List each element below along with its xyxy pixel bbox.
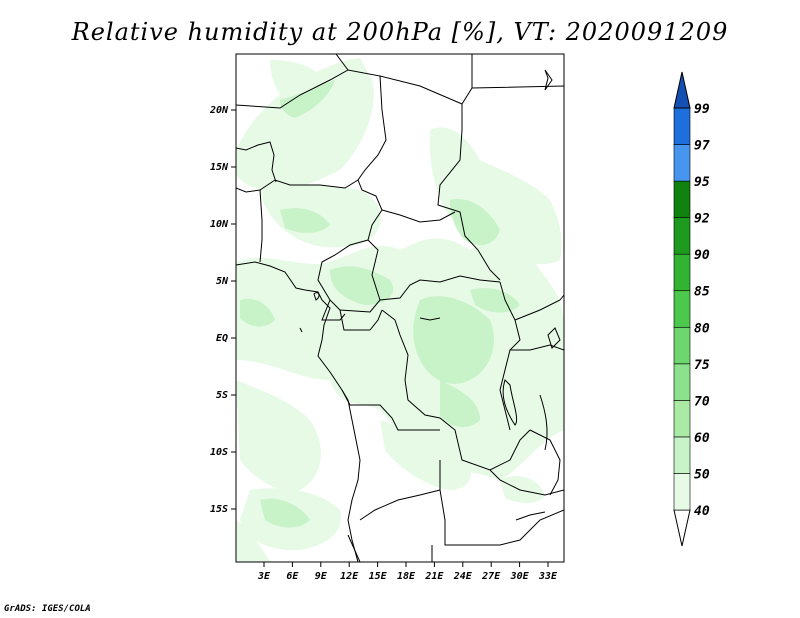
lon-tick-label: 21E (424, 571, 444, 582)
colorbar-level-label: 70 (694, 394, 710, 409)
lon-tick-label: 9E (315, 571, 328, 582)
lat-tick-label: 5S (216, 390, 228, 401)
longitude-axis: 3E 6E 9E 12E 15E 18E 21E 24E 27E 30E 33E (257, 562, 558, 582)
colorbar-band (673, 290, 691, 328)
colorbar-band (673, 400, 691, 438)
colorbar-band (673, 107, 691, 145)
colorbar-min-triangle (673, 509, 691, 547)
colorbar-max-triangle (673, 71, 691, 109)
colorbar-level-label: 60 (694, 431, 710, 446)
lat-tick-label: 15S (210, 504, 228, 515)
colorbar-band (673, 144, 691, 182)
colorbar-band (673, 436, 691, 474)
lon-tick-label: 6E (286, 571, 299, 582)
lon-tick-label: 15E (369, 571, 388, 582)
grads-credit: GrADS: IGES/COLA (4, 604, 91, 614)
colorbar: 40 50 60 70 75 80 85 90 92 95 97 99 (673, 71, 710, 547)
lon-tick-label: 24E (453, 571, 473, 582)
lat-tick-label: 20N (209, 105, 229, 116)
lon-tick-label: 18E (397, 571, 416, 582)
lon-tick-label: 30E (510, 571, 530, 582)
latitude-axis: 20N 15N 10N 5N EQ 5S 10S 15S (209, 105, 236, 515)
colorbar-level-label: 75 (694, 358, 710, 373)
lon-tick-label: 33E (538, 571, 558, 582)
colorbar-level-label: 99 (694, 102, 710, 117)
chart-title: Relative humidity at 200hPa [%], VT: 202… (71, 18, 729, 46)
map-frame (235, 53, 565, 563)
lat-tick-label: 15N (210, 162, 229, 173)
colorbar-band (673, 217, 691, 255)
colorbar-band (673, 326, 691, 365)
colorbar-band (673, 253, 691, 292)
map-panel: 20N 15N 10N 5N EQ 5S 10S 15S 3E 6E 9E 12E 15E 18E 21E… (209, 53, 565, 582)
colorbar-level-label: 85 (694, 285, 710, 300)
colorbar-level-label: 92 (694, 212, 710, 227)
colorbar-level-label: 40 (694, 504, 710, 519)
colorbar-band (673, 473, 691, 511)
colorbar-level-label: 97 (694, 139, 710, 154)
lon-tick-label: 27E (481, 571, 501, 582)
colorbar-level-label: 80 (694, 321, 710, 336)
lat-tick-label: EQ (216, 333, 228, 344)
colorbar-level-label: 90 (694, 248, 710, 263)
colorbar-level-label: 95 (694, 175, 710, 190)
lon-tick-label: 3E (257, 571, 271, 582)
lon-tick-label: 12E (340, 571, 359, 582)
lat-tick-label: 10S (210, 447, 228, 458)
colorbar-band (673, 363, 691, 401)
colorbar-level-label: 50 (694, 467, 710, 482)
lat-tick-label: 5N (216, 276, 229, 287)
colorbar-band (673, 180, 691, 218)
country-borders (236, 54, 564, 562)
lat-tick-label: 10N (210, 219, 229, 230)
